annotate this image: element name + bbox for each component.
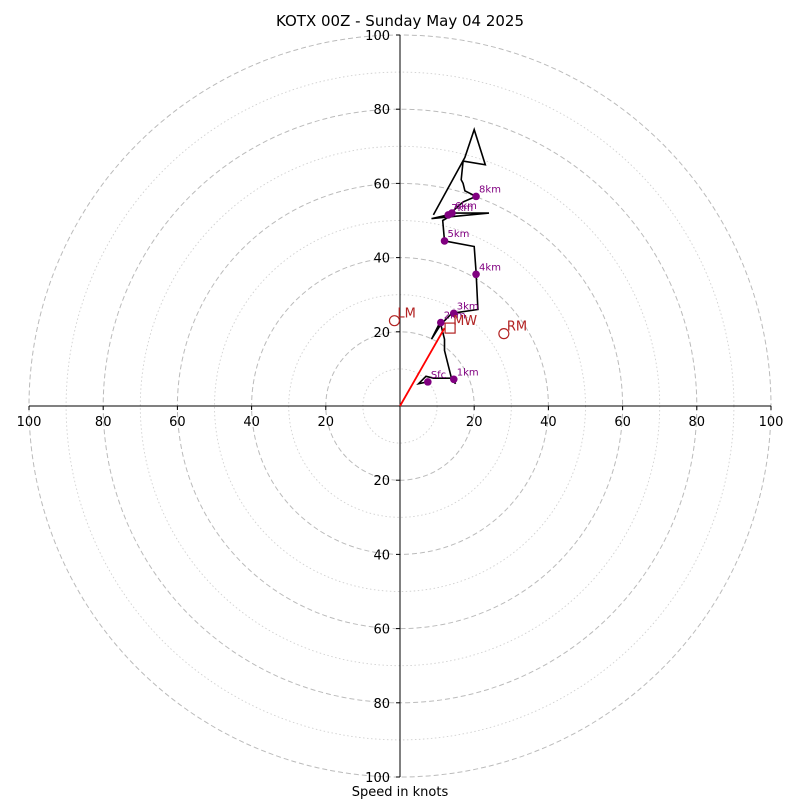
height-marker-8km (472, 192, 480, 201)
height-label-1km: 1km (457, 367, 479, 378)
height-label-7km: 7km (451, 203, 473, 214)
x-tick-label: 80 (95, 415, 112, 430)
storm-motion-marker-rm (498, 328, 510, 340)
height-markers-group: Sfc1km2km3km4km5km6km7km8km (424, 184, 501, 386)
height-marker-5km (440, 237, 449, 245)
storm-motion-marker-lm (388, 315, 401, 327)
x-tick-label: 40 (243, 415, 260, 430)
x-tick-label: 20 (318, 415, 335, 430)
height-label-6km: 6km (455, 201, 477, 212)
y-tick-label: 100 (365, 29, 390, 44)
y-tick-label: 60 (373, 177, 390, 192)
y-tick-label: 80 (373, 697, 390, 712)
height-marker-3km (449, 309, 458, 318)
height-label-sfc: Sfc (431, 370, 446, 381)
height-marker-7km (444, 211, 453, 219)
height-marker-2km (437, 318, 445, 327)
storm-motion-marker-mw (444, 322, 456, 334)
y-tick-label: 100 (365, 771, 390, 786)
height-label-4km: 4km (479, 262, 501, 273)
hodograph-trace (416, 127, 490, 385)
storm-motion-label-rm: RM (507, 320, 527, 335)
x-tick-label: 100 (759, 415, 784, 430)
height-label-5km: 5km (448, 229, 470, 240)
hodograph-trace-group (416, 127, 490, 385)
x-tick-label: 60 (169, 415, 186, 430)
x-tick-label: 20 (466, 415, 483, 430)
y-tick-label: 20 (373, 474, 390, 489)
y-tick-label: 40 (373, 548, 390, 563)
x-tick-label: 100 (17, 415, 42, 430)
shear-vector-line (399, 327, 446, 407)
height-label-8km: 8km (479, 184, 501, 195)
x-axis-label: Speed in knots (352, 785, 449, 800)
x-tick-label: 60 (614, 415, 631, 430)
tick-labels: 20 20 20 20 40 40 40 40 60 60 60 60 80 80 80 80 100 100 10… (17, 29, 784, 786)
x-tick-label: 40 (540, 415, 557, 430)
storm-motion-group: LM MW RM (388, 307, 527, 340)
shear-vector-group (399, 327, 446, 407)
height-label-3km: 3km (457, 301, 479, 312)
y-tick-label: 40 (373, 252, 390, 267)
x-tick-label: 80 (689, 415, 706, 430)
height-marker-4km (472, 270, 480, 279)
y-tick-label: 80 (373, 103, 390, 118)
storm-motion-label-mw: MW (453, 314, 477, 329)
y-tick-label: 60 (373, 623, 390, 638)
height-marker-sfc (424, 378, 432, 386)
chart-title: KOTX 00Z - Sunday May 04 2025 (276, 12, 524, 30)
y-tick-label: 20 (373, 326, 390, 341)
height-marker-1km (449, 375, 458, 384)
storm-motion-label-lm: LM (397, 307, 415, 322)
